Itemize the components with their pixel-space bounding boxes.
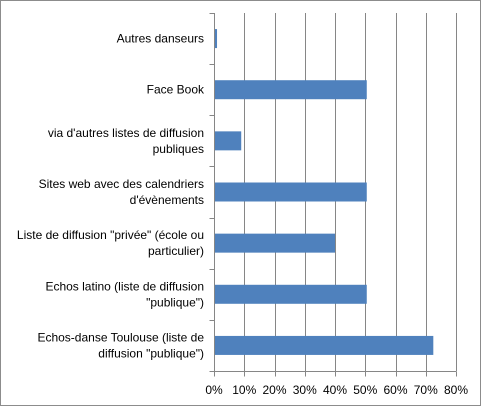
- category-labels: Autres danseurs Face Book via d'autres lis…: [17, 32, 205, 361]
- x-tick-label: 40%: [323, 383, 347, 397]
- bar-3: [214, 182, 367, 202]
- bar-4: [214, 233, 335, 253]
- bars: [214, 29, 434, 355]
- category-label: Face Book: [147, 83, 205, 97]
- category-label: Autres danseurs: [117, 32, 204, 46]
- x-tick-labels: 0% 10% 20% 30% 40% 50% 60% 70% 80%: [205, 383, 468, 397]
- x-tick-label: 60%: [383, 383, 407, 397]
- x-tick-label: 0%: [205, 383, 223, 397]
- bar-1: [214, 80, 367, 100]
- category-label: Sites web avec des calendriers d'évènemen…: [39, 177, 204, 207]
- category-label: Echos latino (liste de diffusion "publiqu…: [45, 279, 204, 309]
- x-tick-label: 30%: [293, 383, 317, 397]
- bar-2: [214, 131, 242, 151]
- axes: [209, 13, 457, 377]
- x-tick-label: 80%: [444, 383, 468, 397]
- x-tick-label: 20%: [262, 383, 286, 397]
- bar-6: [214, 335, 434, 355]
- category-label: via d'autres listes de diffusion publique…: [48, 126, 204, 156]
- category-label: Liste de diffusion "privée" (école ou par…: [17, 228, 204, 258]
- bar-5: [214, 284, 367, 304]
- x-tick-label: 70%: [414, 383, 438, 397]
- category-label: Echos-danse Toulouse (liste de diffusion …: [37, 330, 204, 360]
- x-tick-label: 10%: [232, 383, 256, 397]
- bar-0: [214, 29, 218, 49]
- x-tick-label: 50%: [353, 383, 377, 397]
